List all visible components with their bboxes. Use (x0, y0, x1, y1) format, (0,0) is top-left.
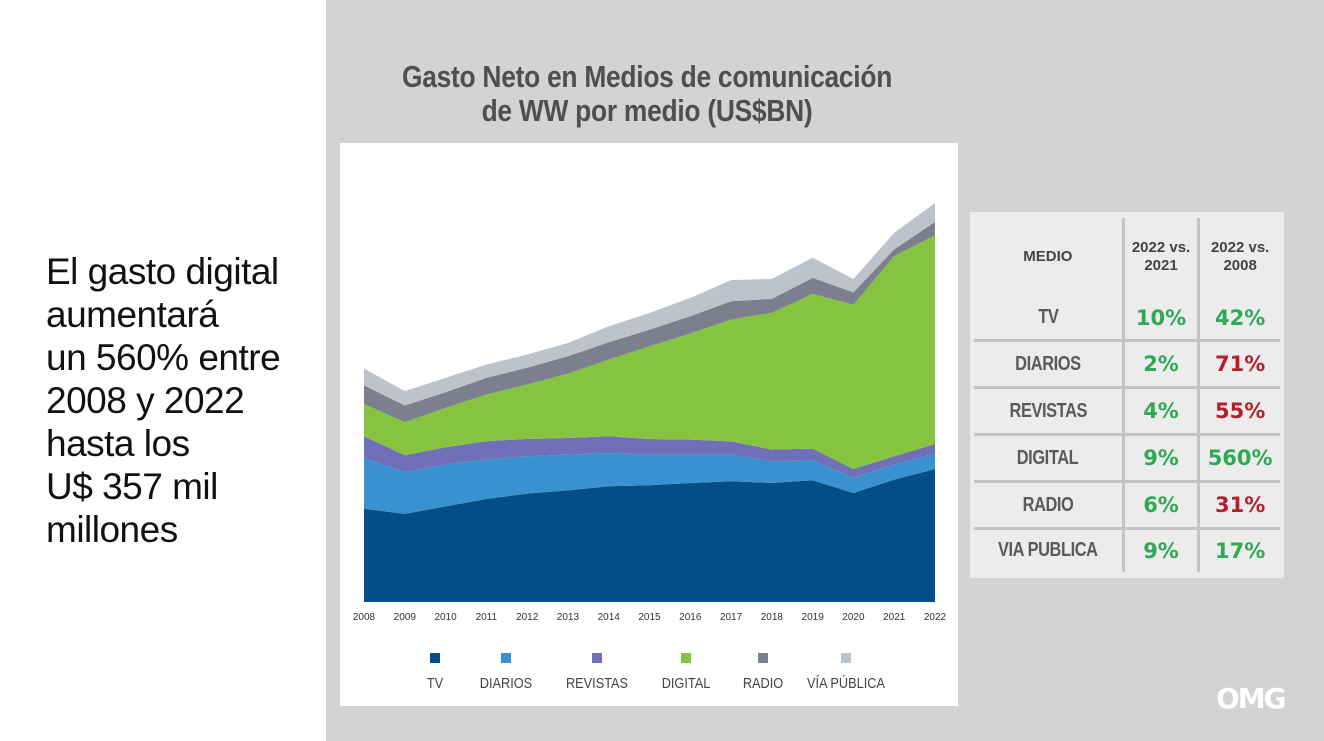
x-tick-label: 2019 (802, 612, 825, 623)
change-2008-cell: 42% (1200, 296, 1280, 343)
x-tick-label: 2012 (516, 612, 539, 623)
header-text: 2021 (1144, 256, 1178, 274)
change-2008-cell: 55% (1200, 389, 1280, 437)
header-text: 2022 vs. (1131, 238, 1191, 256)
lead-text: El gasto digital aumentará un 560% entre… (46, 250, 281, 551)
medio-label: TV (1037, 306, 1059, 329)
change-2008-value: 71% (1215, 352, 1266, 377)
header-text: MEDIO (1023, 247, 1073, 265)
legend-swatch (430, 653, 440, 663)
lead-line: un 560% entre (46, 337, 281, 378)
area-revistas (364, 436, 935, 479)
x-tick-label: 2013 (557, 612, 580, 623)
medio-cell: VIA PUBLICA (974, 529, 1125, 572)
chart-title-line: de WW por medio (US$BN) (481, 93, 813, 128)
medio-cell: TV (974, 295, 1125, 343)
table-row: DIARIOS 2% 71% (974, 342, 1280, 390)
medio-cell: DIARIOS (974, 342, 1125, 390)
x-tick-label: 2015 (638, 612, 661, 623)
area-digital (364, 235, 935, 470)
change-2008-value: 31% (1215, 493, 1266, 518)
table-row: VIA PUBLICA 9% 17% (974, 529, 1280, 572)
medio-label: REVISTAS (1009, 399, 1087, 422)
left-panel: El gasto digital aumentará un 560% entre… (0, 0, 326, 741)
lead-line: El gasto digital (46, 251, 279, 292)
legend-label: DIARIOS (480, 674, 532, 691)
change-2021-value: 6% (1143, 493, 1179, 518)
change-2021-cell: 2% (1124, 342, 1201, 390)
x-tick-label: 2017 (720, 612, 743, 623)
change-2008-value: 42% (1215, 305, 1266, 330)
x-tick-label: 2010 (434, 612, 457, 623)
change-2008-cell: 17% (1200, 530, 1280, 572)
chart-container: 2008 2009 2010 2011 2012 2013 2014 2015 2016 2017… (340, 143, 958, 706)
x-tick-label: 2008 (353, 612, 376, 623)
change-2021-value: 10% (1135, 305, 1187, 330)
legend-label: DIGITAL (662, 674, 711, 691)
stacked-area-chart: 2008 2009 2010 2011 2012 2013 2014 2015 2016 2017… (353, 202, 947, 691)
medio-cell: RADIO (974, 483, 1125, 530)
change-2021-value: 2% (1143, 352, 1179, 377)
x-tick-label: 2022 (924, 612, 947, 623)
header-2022-vs-2021: 2022 vs. 2021 (1125, 218, 1201, 296)
legend-label: TV (427, 674, 444, 691)
x-tick-label: 2020 (842, 612, 865, 623)
change-2008-value: 17% (1215, 538, 1266, 563)
change-2008-cell: 71% (1200, 342, 1280, 390)
medio-label: DIARIOS (1015, 352, 1081, 375)
medio-label: RADIO (1022, 493, 1074, 516)
table-row: RADIO 6% 31% (974, 483, 1280, 530)
medio-cell: REVISTAS (974, 389, 1125, 437)
table-row: DIGITAL 9% 560% (974, 436, 1280, 484)
header-2022-vs-2008: 2022 vs. 2008 (1200, 218, 1280, 296)
omg-logo: OMG (1216, 682, 1287, 715)
table-header-row: MEDIO 2022 vs. 2021 2022 vs. 2008 (974, 218, 1280, 296)
x-tick-label: 2014 (598, 612, 621, 623)
change-2008-value: 560% (1207, 446, 1273, 471)
lead-line: millones (46, 509, 178, 550)
chart-title: Gasto Neto en Medios de comunicación de … (386, 60, 908, 128)
legend-swatch (501, 653, 511, 663)
table-row: TV 10% 42% (974, 295, 1280, 343)
legend-swatch (758, 653, 768, 663)
legend-swatch (841, 653, 851, 663)
medio-label: VIA PUBLICA (998, 539, 1098, 562)
x-tick-label: 2018 (761, 612, 784, 623)
change-2008-cell: 560% (1200, 436, 1280, 484)
area-diarios (364, 452, 935, 514)
legend-swatch (681, 653, 691, 663)
legend-label: REVISTAS (566, 674, 628, 691)
change-2021-value: 9% (1143, 446, 1179, 471)
lead-line: U$ 357 mil (46, 466, 218, 507)
change-2008-cell: 31% (1200, 483, 1280, 530)
header-text: 2008 (1223, 256, 1257, 274)
area-tv (364, 468, 935, 602)
lead-line: hasta los (46, 423, 190, 464)
growth-table: MEDIO 2022 vs. 2021 2022 vs. 2008 TV 10% 4… (970, 212, 1284, 578)
lead-line: 2008 y 2022 (46, 380, 245, 421)
medio-cell: DIGITAL (974, 436, 1125, 484)
change-2021-cell: 4% (1124, 389, 1201, 437)
legend-label: VÍA PÚBLICA (807, 674, 886, 691)
x-tick-label: 2016 (679, 612, 702, 623)
change-2008-value: 55% (1215, 399, 1266, 424)
table-row: REVISTAS 4% 55% (974, 389, 1280, 437)
change-2021-value: 4% (1143, 399, 1179, 424)
x-tick-label: 2021 (883, 612, 906, 623)
x-tick-label: 2009 (394, 612, 417, 623)
legend-swatch (592, 653, 602, 663)
header-text: 2022 vs. (1210, 238, 1270, 256)
medio-label: DIGITAL (1017, 446, 1079, 469)
change-2021-cell: 9% (1125, 529, 1201, 572)
change-2021-cell: 9% (1124, 436, 1201, 484)
x-tick-label: 2011 (476, 612, 498, 623)
header-medio: MEDIO (974, 218, 1125, 296)
change-2021-value: 9% (1143, 538, 1179, 563)
chart-title-line: Gasto Neto en Medios de comunicación (401, 59, 893, 94)
change-2021-cell: 6% (1124, 483, 1201, 530)
area-radio (364, 221, 935, 423)
legend-label: RADIO (743, 674, 784, 691)
lead-line: aumentará (46, 294, 219, 335)
change-2021-cell: 10% (1124, 295, 1201, 343)
